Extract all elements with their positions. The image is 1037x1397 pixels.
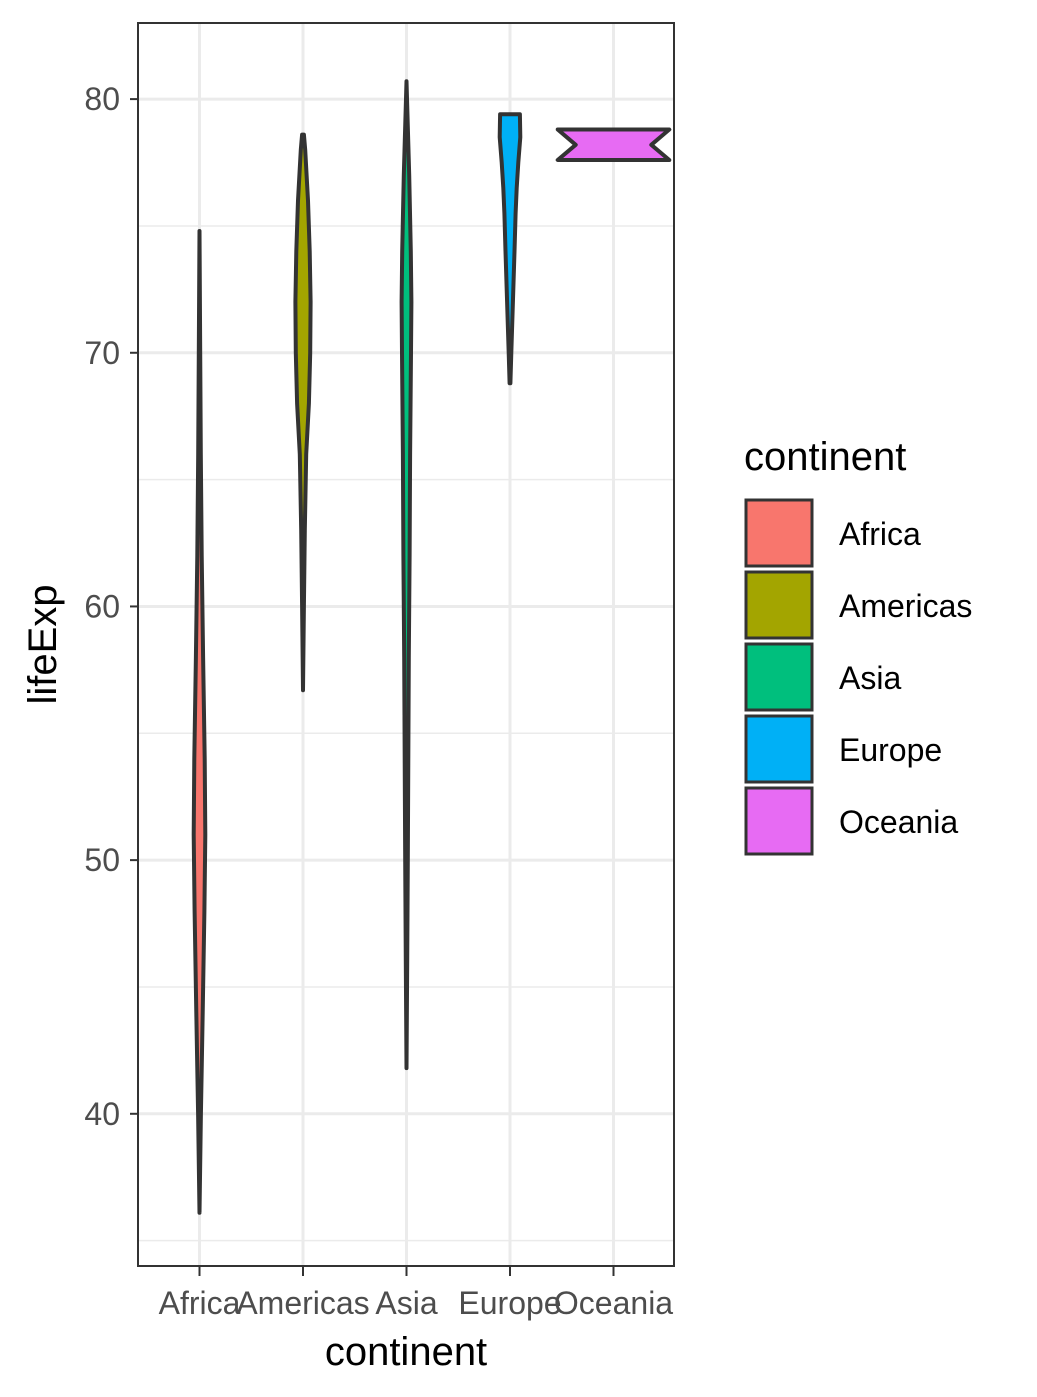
y-tick-label: 70 — [84, 335, 120, 371]
legend: continent Africa Americas Asia Europe Oceani… — [744, 435, 972, 856]
y-axis-title: lifeExp — [21, 584, 65, 704]
legend-key-oceania — [744, 786, 814, 856]
legend-label: Africa — [839, 516, 921, 552]
violin-americas — [293, 132, 313, 693]
legend-key-americas — [744, 570, 814, 640]
violin-oceania — [555, 127, 672, 162]
y-tick-label: 60 — [84, 588, 120, 624]
violins — [191, 79, 672, 1215]
violin-asia — [399, 79, 414, 1071]
violin-europe — [497, 112, 523, 386]
x-tick-label: Asia — [375, 1285, 437, 1321]
legend-key-asia — [744, 642, 814, 712]
x-tick-label: Oceania — [554, 1285, 673, 1321]
legend-label: Europe — [839, 732, 942, 768]
x-tick-label: Africa — [159, 1285, 241, 1321]
x-tick-label: Americas — [236, 1285, 369, 1321]
legend-key-africa — [744, 498, 814, 568]
violin-africa — [191, 229, 208, 1215]
legend-key-europe — [744, 714, 814, 784]
legend-label: Oceania — [839, 804, 958, 840]
legend-title: continent — [744, 435, 906, 479]
x-axis-title: continent — [325, 1330, 487, 1374]
y-tick-label: 50 — [84, 842, 120, 878]
x-tick-label: Europe — [458, 1285, 561, 1321]
legend-label: Asia — [839, 660, 901, 696]
legend-label: Americas — [839, 588, 972, 624]
y-tick-label: 80 — [84, 81, 120, 117]
y-tick-label: 40 — [84, 1096, 120, 1132]
